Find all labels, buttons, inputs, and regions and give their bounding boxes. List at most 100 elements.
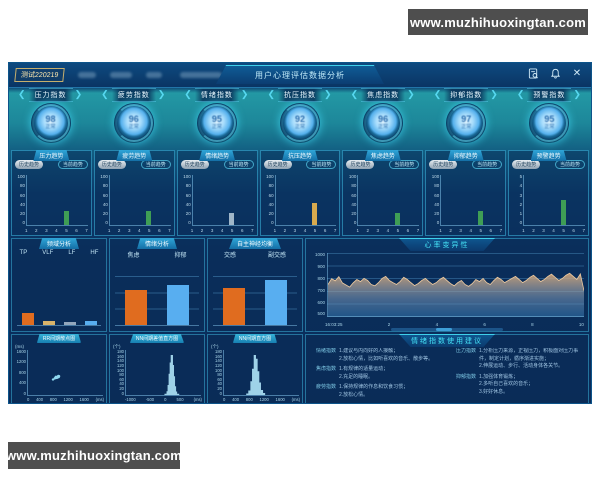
chart-x-axis: 0 400 800 1200 1600 (ms) — [27, 396, 104, 402]
x-tick-label: 1 — [522, 227, 525, 233]
trend-bar — [146, 211, 152, 225]
gauge-dial[interactable]: 95 正常 — [196, 103, 237, 143]
x-tick-label: 10 — [578, 322, 584, 327]
current-pill-button[interactable]: 当前趋势 — [555, 160, 586, 169]
gauge-label-text: 抑郁指数 — [444, 87, 489, 102]
chart-x-axis: -1000 -500 0 500 (ms) — [125, 396, 202, 402]
history-pill-button[interactable]: 历史趋势 — [346, 160, 375, 169]
hrv-scrollbar[interactable] — [390, 328, 504, 331]
y-tick-label: 0 — [121, 390, 124, 396]
history-pill-button[interactable]: 历史趋势 — [512, 160, 541, 169]
y-tick-label: 4 — [519, 183, 523, 189]
trend-chart: 100 80 60 40 20 0 — [181, 174, 254, 226]
category-label: VLF — [42, 250, 54, 256]
trend-bar — [229, 212, 235, 225]
trend-plot-area — [440, 175, 503, 226]
y-tick-label: 1000 — [314, 252, 325, 257]
y-tick-label: 80 — [434, 183, 440, 189]
history-pill-button[interactable]: 历史趋势 — [429, 160, 458, 169]
advice-right-column: 压力指数 1.分析压力来源，正视压力，积极面对压力事件，制定计划，循序渐进实施； … — [450, 348, 584, 402]
advice-item-label: 焦虑指数 — [315, 366, 336, 372]
y-tick-label: 100 — [183, 174, 191, 179]
trend-pills: 历史趋势 当前趋势 — [15, 160, 88, 169]
y-tick-label: 2 — [519, 201, 523, 207]
chart-plot-area — [125, 350, 201, 396]
user-session-badge[interactable]: 测试220219 — [14, 68, 66, 82]
history-pill-button[interactable]: 历史趋势 — [15, 160, 44, 169]
current-pill-button[interactable]: 当前趋势 — [140, 160, 171, 169]
x-tick-label: 3 — [293, 227, 297, 233]
current-pill-button[interactable]: 当前趋势 — [306, 160, 337, 169]
y-tick-label: 40 — [268, 201, 274, 207]
chevron-left-icon: ❮ — [433, 89, 443, 99]
x-tick-label: 5 — [148, 227, 151, 233]
gauge-dial[interactable]: 92 正常 — [279, 103, 320, 143]
hrv-panel: 心率变异性 1000 900 800 700 600 500 16:03:25 2 4 6 8 10 — [305, 238, 589, 332]
history-pill-button[interactable]: 历史趋势 — [97, 160, 126, 169]
current-pill-button[interactable]: 当前趋势 — [389, 160, 420, 169]
y-tick-label: 40 — [102, 201, 108, 207]
y-tick-label: 0 — [219, 390, 222, 396]
category-labels: 交感 副交感 — [208, 250, 302, 259]
bar — [223, 287, 245, 325]
current-pill-button[interactable]: 当前趋势 — [223, 160, 254, 169]
chevron-left-icon: ❮ — [516, 89, 526, 99]
bar — [167, 285, 189, 325]
advice-item-text: 1.建议与内向好的人接触； 2.放松心情，比如听喜欢的音乐、散步等。 — [339, 348, 434, 362]
trend-panel: 情绪趋势 历史趋势 当前趋势 100 80 60 40 20 0 1 2 3 4 5 6 7 — [176, 150, 258, 236]
y-tick-label: 20 — [102, 211, 108, 217]
y-tick-label: 400 — [19, 380, 26, 386]
y-tick-label: 0 — [23, 390, 26, 396]
history-pill-button[interactable]: 历史趋势 — [263, 160, 292, 169]
trend-pills: 历史趋势 当前趋势 — [346, 160, 420, 169]
gauge-column: ❮ 疲劳指数 ❯ 96 正常 — [92, 87, 175, 150]
current-pill-button[interactable]: 当前趋势 — [57, 160, 88, 169]
bar — [84, 321, 97, 325]
x-unit-label: (ms) — [193, 396, 202, 402]
trend-plot-area — [274, 175, 337, 226]
hrv-scrollbar-handle[interactable] — [435, 328, 452, 331]
gauge-dial[interactable]: 95 正常 — [529, 103, 570, 143]
y-tick-label: 180 — [215, 349, 222, 354]
gauge-value-number: 96 — [378, 114, 389, 125]
gauge-value-note: 正常 — [461, 124, 472, 131]
gauge-dial[interactable]: 96 正常 — [363, 103, 404, 143]
gauge-label: ❮ 抑郁指数 ❯ — [432, 87, 501, 102]
trend-chart: 100 80 60 40 20 0 — [98, 174, 171, 226]
y-unit-label: (个) — [113, 344, 121, 349]
gauge-value-note: 正常 — [544, 124, 555, 131]
trend-plot-area — [26, 175, 88, 226]
x-tick-label: 0 — [27, 396, 30, 402]
gauge-label-text: 压力指数 — [28, 87, 73, 102]
bell-icon[interactable] — [549, 67, 561, 79]
trend-bar — [477, 211, 483, 225]
blurred-menu-item — [78, 72, 97, 78]
close-icon[interactable]: ✕ — [572, 67, 582, 79]
interval-chart-panel: RR间期散点图 (ms) 1600 1200 800 400 0 0 400 800 1200 160… — [11, 334, 107, 403]
advice-item-text: 1.有规律的适量运动； 2.充足的睡眠。 — [339, 366, 389, 380]
trend-y-axis: 100 80 60 40 20 0 — [15, 174, 26, 226]
x-tick-label: 6 — [406, 227, 410, 233]
page-title: 用户心理评估数据分析 — [216, 65, 384, 84]
current-pill-button[interactable]: 当前趋势 — [472, 160, 503, 169]
gauge-dial[interactable]: 98 正常 — [30, 103, 71, 143]
y-tick-label: 80 — [19, 183, 25, 189]
y-tick-label: 1600 — [16, 349, 26, 354]
trend-y-axis: 100 80 60 40 20 0 — [429, 174, 440, 226]
gauge-value-note: 正常 — [128, 124, 139, 131]
gauge-dial[interactable]: 96 正常 — [113, 103, 154, 143]
report-icon[interactable] — [527, 67, 539, 79]
dashboard-window: 测试220219 用户心理评估数据分析 ✕ ❮ 压力指数 ❯ 98 正常 ❮ 疲劳指数 ❯ 96… — [8, 62, 592, 404]
chart-x-axis: 0 400 800 1200 1600 (ms) — [223, 397, 300, 402]
history-pill-button[interactable]: 历史趋势 — [180, 160, 209, 169]
advice-left-column: 情绪指数 1.建议与内向好的人接触； 2.放松心情，比如听喜欢的音乐、散步等。 焦虑… — [310, 348, 444, 402]
trend-bar — [312, 202, 318, 225]
y-tick-label: 60 — [102, 192, 108, 198]
gauge-dial[interactable]: 97 正常 — [446, 103, 487, 143]
x-tick-label: 4 — [435, 322, 439, 327]
x-tick-label: 4 — [469, 227, 472, 233]
hrv-area-series — [328, 272, 584, 316]
trend-plot-area — [191, 175, 254, 226]
y-tick-label: 100 — [348, 174, 357, 179]
